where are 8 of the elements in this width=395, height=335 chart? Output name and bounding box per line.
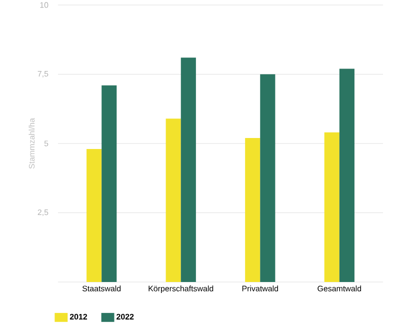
bar: [324, 132, 340, 282]
bar: [339, 68, 354, 282]
bar: [260, 74, 276, 282]
bar: [102, 85, 117, 282]
bar: [166, 118, 181, 282]
bar: [86, 149, 102, 282]
bar: [245, 138, 260, 282]
bar: [180, 58, 196, 282]
